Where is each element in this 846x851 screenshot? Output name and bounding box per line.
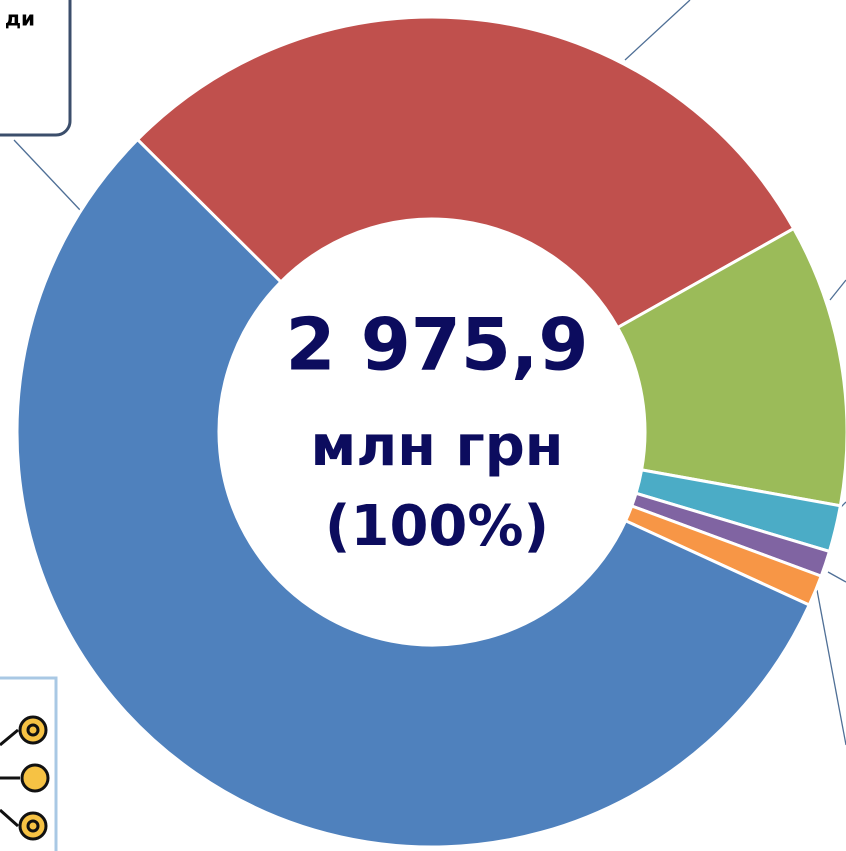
slices	[15, 15, 846, 849]
icon-node	[20, 763, 50, 793]
icon-lines	[0, 728, 20, 828]
leader-line	[624, 0, 691, 61]
center-label: 2 975,9 млн грн (100%)	[286, 303, 589, 560]
leader-line	[827, 571, 846, 583]
icon-node	[18, 811, 48, 841]
slice	[15, 137, 812, 849]
icon-node	[26, 723, 40, 737]
icon-box	[0, 676, 58, 851]
leader-line	[816, 589, 846, 746]
icon-node	[26, 819, 40, 833]
leader-line	[829, 279, 846, 301]
callout-text: ди	[5, 7, 35, 31]
center-share: (100%)	[325, 494, 549, 559]
center-total: 2 975,9	[286, 303, 589, 387]
slice	[135, 15, 796, 330]
icon-node	[18, 715, 48, 745]
center-unit: млн грн	[310, 414, 563, 479]
callout-box	[0, 0, 72, 137]
